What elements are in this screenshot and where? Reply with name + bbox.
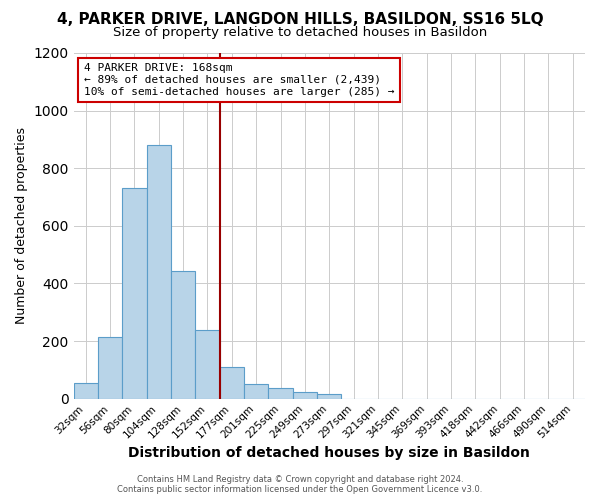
Text: Size of property relative to detached houses in Basildon: Size of property relative to detached ho… [113,26,487,39]
Bar [146,145,171,399]
Bar [74,383,98,398]
Text: 4 PARKER DRIVE: 168sqm
← 89% of detached houses are smaller (2,439)
10% of semi-: 4 PARKER DRIVE: 168sqm ← 89% of detached… [84,64,394,96]
Bar [171,270,196,398]
Bar [196,330,220,398]
Bar [98,337,122,398]
Text: Contains HM Land Registry data © Crown copyright and database right 2024.
Contai: Contains HM Land Registry data © Crown c… [118,474,482,494]
Bar [268,388,293,398]
Bar [317,394,341,398]
X-axis label: Distribution of detached houses by size in Basildon: Distribution of detached houses by size … [128,446,530,460]
Bar [220,367,244,398]
Text: 4, PARKER DRIVE, LANGDON HILLS, BASILDON, SS16 5LQ: 4, PARKER DRIVE, LANGDON HILLS, BASILDON… [56,12,544,28]
Bar [122,188,146,398]
Y-axis label: Number of detached properties: Number of detached properties [15,128,28,324]
Bar [244,384,268,398]
Bar [293,392,317,398]
